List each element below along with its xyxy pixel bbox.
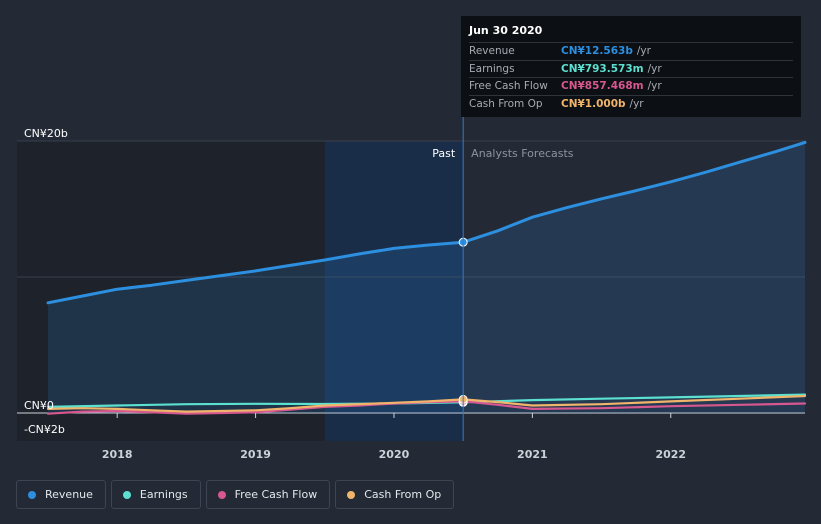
- x-tick-label: 2019: [240, 448, 271, 461]
- legend-label: Free Cash Flow: [234, 488, 318, 501]
- legend-dot-icon: [122, 490, 131, 499]
- tooltip-series-value: CN¥12.563b: [561, 45, 633, 58]
- tooltip-date: Jun 30 2020: [469, 24, 543, 37]
- tooltip-series-name: Revenue: [469, 45, 515, 58]
- legend-dot-icon: [28, 490, 36, 499]
- tooltip-series-value: CN¥1.000b: [561, 97, 626, 110]
- tooltip-row: Revenue CN¥12.563b/yr: [469, 42, 793, 60]
- legend-revenue-button[interactable]: Revenue: [16, 480, 106, 509]
- tooltip: Jun 30 2020 Revenue CN¥12.563b/yr Earnings…: [461, 16, 801, 117]
- tooltip-row: Earnings CN¥793.573m/yr: [469, 59, 793, 78]
- tooltip-series-value: CN¥857.468m: [561, 80, 644, 93]
- tooltip-series-name: Earnings: [469, 62, 515, 75]
- tooltip-unit: /yr: [647, 62, 662, 75]
- legend-cash-from-op-button[interactable]: Cash From Op: [335, 480, 455, 509]
- x-tick-label: 2022: [655, 448, 686, 461]
- revenue-line: [46, 140, 807, 305]
- tooltip-series-name: Free Cash Flow: [469, 80, 548, 93]
- tooltip-row: Cash From Op CN¥1.000b/yr: [469, 94, 793, 113]
- legend: Revenue Earnings Free Cash Flow Cash From O…: [16, 480, 455, 509]
- legend-label: Earnings: [139, 488, 188, 501]
- legend-label: Revenue: [45, 488, 93, 501]
- highlight-region: [324, 141, 464, 441]
- y-tick-label: CN¥0: [24, 399, 54, 412]
- legend-earnings-button[interactable]: Earnings: [110, 480, 201, 509]
- x-tick-label: 2018: [102, 448, 133, 461]
- tooltip-series-name: Cash From Op: [469, 97, 543, 110]
- y-tick-label: CN¥20b: [24, 127, 68, 140]
- cash-from-op-line: [46, 394, 807, 413]
- x-tick-label: 2020: [379, 448, 410, 461]
- past-region-shade: [17, 141, 325, 441]
- y-tick-label: -CN¥2b: [24, 423, 65, 436]
- legend-label: Cash From Op: [364, 488, 442, 501]
- legend-dot-icon: [217, 490, 226, 499]
- x-tick-label: 2021: [517, 448, 548, 461]
- tooltip-unit: /yr: [636, 45, 651, 58]
- tooltip-series-value: CN¥793.573m: [561, 62, 644, 75]
- revenue-area: [48, 142, 805, 413]
- tooltip-unit: /yr: [629, 97, 644, 110]
- analysts-forecasts-label: Analysts Forecasts: [471, 147, 574, 160]
- past-label: Past: [432, 147, 456, 160]
- legend-free-cash-flow-button[interactable]: Free Cash Flow: [205, 480, 331, 509]
- tooltip-unit: /yr: [647, 80, 662, 93]
- legend-dot-icon: [347, 490, 356, 499]
- free-cash-flow-line: [46, 400, 807, 415]
- tooltip-row: Free Cash Flow CN¥857.468m/yr: [469, 77, 793, 95]
